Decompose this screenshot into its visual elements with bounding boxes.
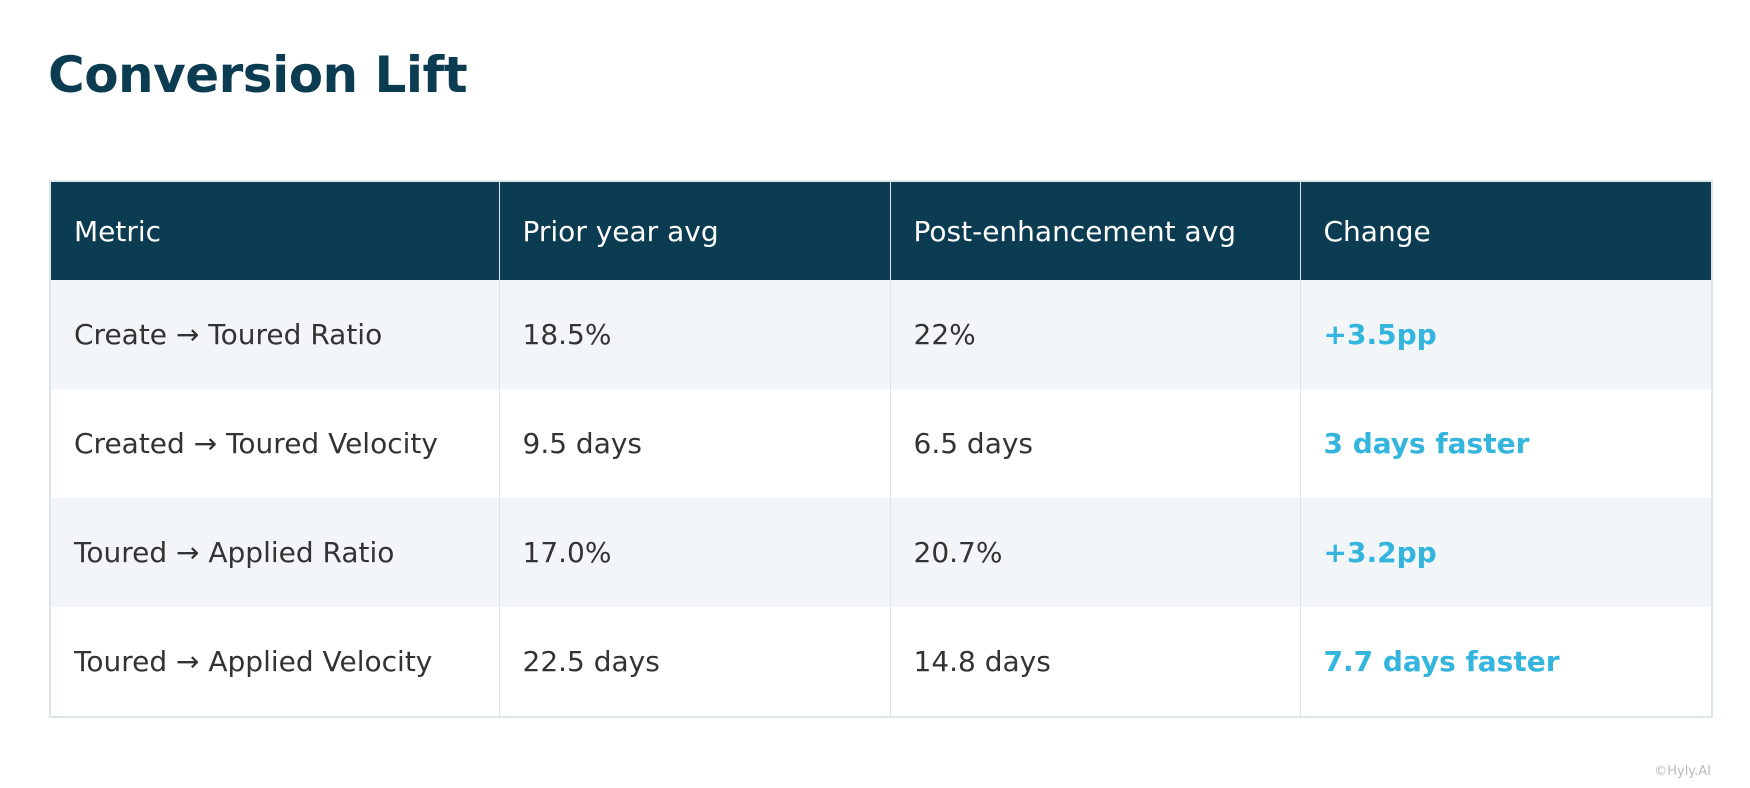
column-header: Change (1299, 181, 1712, 280)
table-cell: 22% (889, 280, 1300, 389)
change-cell: 3 days faster (1299, 389, 1712, 498)
table-cell: Create → Toured Ratio (50, 280, 499, 389)
table-row: Toured → Applied Ratio 17.0% 20.7% +3.2pp (50, 498, 1712, 607)
change-cell: +3.2pp (1299, 498, 1712, 607)
table-cell: Created → Toured Velocity (74, 427, 438, 460)
table-head: Metric Prior year avg Post-enhancement avg… (50, 181, 1712, 280)
table-row: Create → Toured Ratio 18.5% 22% +3.5pp (50, 280, 1712, 389)
table-cell: 9.5 days (498, 389, 890, 498)
table-cell: Toured → Applied Velocity (74, 645, 433, 678)
header-row: Metric Prior year avg Post-enhancement avg… (50, 181, 1712, 280)
table-row: Created → Toured Velocity 9.5 days 6.5 day… (50, 389, 1712, 498)
column-header: Post-enhancement avg (889, 181, 1300, 280)
table-cell: Toured → Applied Ratio (50, 498, 499, 607)
table: Metric Prior year avg Post-enhancement avg… (49, 180, 1713, 718)
change-cell: 7.7 days faster (1299, 607, 1712, 717)
column-header: Prior year avg (498, 181, 890, 280)
table-row: Toured → Applied Velocity 22.5 days 14.8 d… (50, 607, 1712, 717)
table-cell: 22.5 days (498, 607, 890, 717)
watermark: ©Hyly.AI (1654, 764, 1711, 779)
table-cell: 18.5% (498, 280, 890, 389)
table-cell: 17.0% (498, 498, 890, 607)
table-cell: 6.5 days (889, 389, 1300, 498)
table-body: Create → Toured Ratio 18.5% 22% +3.5pp Creat… (50, 280, 1712, 717)
column-header: Metric (50, 181, 499, 280)
table-cell: 20.7% (889, 498, 1300, 607)
table-cell: 14.8 days (889, 607, 1300, 717)
change-cell: +3.5pp (1299, 280, 1712, 389)
title: Conversion Lift (48, 46, 468, 104)
